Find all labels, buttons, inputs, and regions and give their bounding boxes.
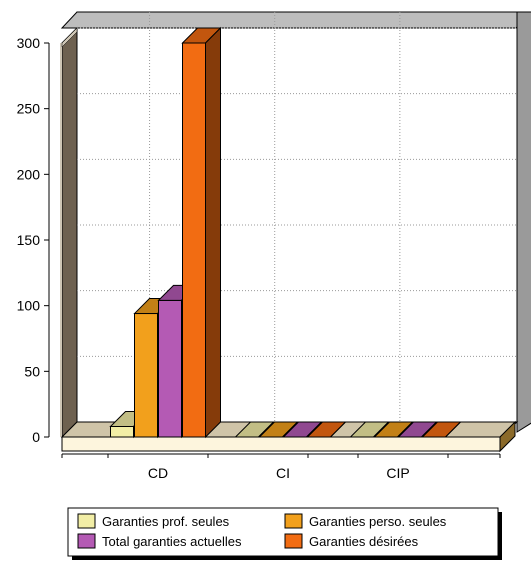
legend-swatch (284, 513, 303, 529)
bar-4-cd (182, 42, 206, 438)
bar-side (258, 421, 274, 438)
bar-side (282, 421, 298, 438)
y-tick-label: 50 (24, 363, 40, 379)
bar-side (205, 26, 221, 439)
x-tick-label: CD (148, 465, 168, 481)
left-wall (61, 26, 78, 439)
floor-side (499, 420, 516, 453)
bar-side (445, 421, 461, 438)
right-wall (516, 11, 531, 433)
bar-3-cd (158, 299, 182, 438)
y-tick-label: 0 (32, 429, 40, 445)
legend-swatch (284, 533, 303, 549)
x-tick-label: CI (276, 465, 290, 481)
floor-front (61, 436, 501, 452)
y-tick-label: 100 (17, 298, 41, 314)
bar-2-cd (134, 313, 158, 438)
legend-swatch (77, 513, 96, 529)
chart-legend: Garanties prof. seules Garanties perso. s… (67, 507, 502, 560)
left-wall-top (61, 27, 78, 48)
left-wall-edge (60, 43, 62, 437)
bar-side (330, 421, 346, 438)
bar-side (306, 421, 322, 438)
bar-1-cd (110, 425, 134, 438)
bar-side (421, 421, 437, 438)
y-tick-label: 300 (17, 35, 41, 51)
y-tick-label: 250 (17, 101, 41, 117)
legend-swatch (77, 533, 96, 549)
legend-label: Total garanties actuelles (102, 534, 242, 549)
legend-label: Garanties prof. seules (102, 514, 230, 529)
bar-side (373, 421, 389, 438)
top-rim (60, 11, 531, 29)
x-tick-label: CIP (386, 465, 409, 481)
legend-box (67, 507, 499, 557)
y-tick-label: 150 (17, 232, 41, 248)
y-tick-label: 200 (17, 166, 41, 182)
legend-label: Garanties perso. seules (309, 514, 447, 529)
legend-label: Garanties désirées (309, 534, 419, 549)
bar-side (397, 421, 413, 438)
